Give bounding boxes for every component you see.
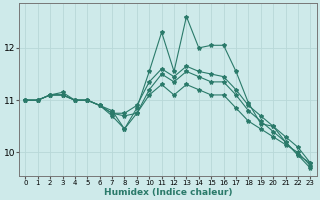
X-axis label: Humidex (Indice chaleur): Humidex (Indice chaleur) [104,188,232,197]
